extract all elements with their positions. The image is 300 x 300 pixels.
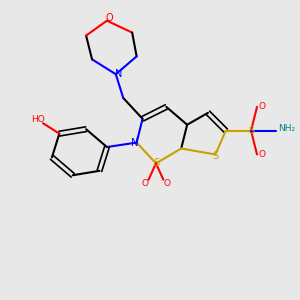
Text: O: O: [106, 13, 113, 23]
Text: NH₂: NH₂: [278, 124, 295, 133]
Text: O: O: [141, 179, 148, 188]
Text: N: N: [115, 69, 122, 79]
Text: S: S: [248, 126, 254, 136]
Text: HO: HO: [31, 115, 45, 124]
Text: N: N: [131, 138, 139, 148]
Text: O: O: [259, 102, 266, 111]
Text: O: O: [259, 150, 266, 159]
Text: S: S: [153, 158, 159, 168]
Text: O: O: [164, 179, 171, 188]
Text: S: S: [212, 151, 218, 161]
